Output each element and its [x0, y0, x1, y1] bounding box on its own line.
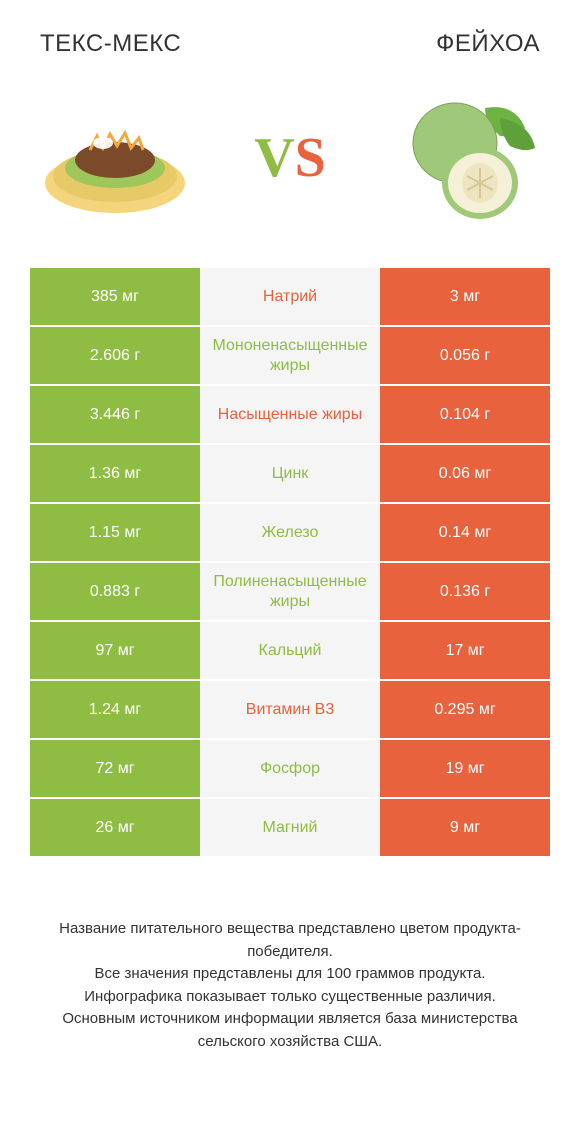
right-value: 17 мг — [380, 622, 550, 679]
left-value: 3.446 г — [30, 386, 200, 443]
nutrient-label: Натрий — [200, 268, 380, 325]
left-value: 2.606 г — [30, 327, 200, 384]
feijoa-icon — [385, 88, 545, 228]
left-value: 1.24 мг — [30, 681, 200, 738]
table-row: 72 мгФосфор19 мг — [30, 740, 550, 797]
nutrient-label: Витамин B3 — [200, 681, 380, 738]
nutrient-label: Магний — [200, 799, 380, 856]
table-row: 97 мгКальций17 мг — [30, 622, 550, 679]
comparison-table: 385 мгНатрий3 мг2.606 гМононенасыщенные … — [0, 268, 580, 856]
left-value: 1.36 мг — [30, 445, 200, 502]
left-value: 385 мг — [30, 268, 200, 325]
table-row: 385 мгНатрий3 мг — [30, 268, 550, 325]
nutrient-label: Цинк — [200, 445, 380, 502]
left-value: 1.15 мг — [30, 504, 200, 561]
left-food-image — [30, 83, 200, 233]
table-row: 26 мгМагний9 мг — [30, 799, 550, 856]
table-row: 2.606 гМононенасыщенные жиры0.056 г — [30, 327, 550, 384]
footer-line: Название питательного вещества представл… — [30, 918, 550, 963]
right-food-image — [380, 83, 550, 233]
vs-s: S — [295, 127, 326, 189]
right-value: 0.056 г — [380, 327, 550, 384]
footer-notes: Название питательного вещества представл… — [0, 858, 580, 1073]
table-row: 1.24 мгВитамин B30.295 мг — [30, 681, 550, 738]
vs-v: V — [254, 127, 294, 189]
nutrient-label: Фосфор — [200, 740, 380, 797]
right-value: 0.06 мг — [380, 445, 550, 502]
right-value: 0.295 мг — [380, 681, 550, 738]
footer-line: Инфографика показывает только существенн… — [30, 986, 550, 1009]
nutrient-label: Кальций — [200, 622, 380, 679]
table-row: 0.883 гПолиненасыщенные жиры0.136 г — [30, 563, 550, 620]
taco-icon — [35, 88, 195, 228]
left-value: 0.883 г — [30, 563, 200, 620]
right-value: 0.104 г — [380, 386, 550, 443]
nutrient-label: Железо — [200, 504, 380, 561]
table-row: 3.446 гНасыщенные жиры0.104 г — [30, 386, 550, 443]
table-row: 1.15 мгЖелезо0.14 мг — [30, 504, 550, 561]
right-value: 9 мг — [380, 799, 550, 856]
left-value: 72 мг — [30, 740, 200, 797]
footer-line: Все значения представлены для 100 граммо… — [30, 963, 550, 986]
header: ТЕКС-МЕКС ФЕЙХОА — [0, 0, 580, 68]
left-value: 26 мг — [30, 799, 200, 856]
nutrient-label: Насыщенные жиры — [200, 386, 380, 443]
right-value: 3 мг — [380, 268, 550, 325]
right-value: 0.14 мг — [380, 504, 550, 561]
images-row: VS — [0, 68, 580, 268]
left-food-title: ТЕКС-МЕКС — [40, 30, 181, 58]
right-value: 19 мг — [380, 740, 550, 797]
right-food-title: ФЕЙХОА — [436, 30, 540, 58]
left-value: 97 мг — [30, 622, 200, 679]
nutrient-label: Мононенасыщенные жиры — [200, 327, 380, 384]
vs-label: VS — [254, 126, 326, 190]
table-row: 1.36 мгЦинк0.06 мг — [30, 445, 550, 502]
footer-line: Основным источником информации является … — [30, 1008, 550, 1053]
nutrient-label: Полиненасыщенные жиры — [200, 563, 380, 620]
right-value: 0.136 г — [380, 563, 550, 620]
